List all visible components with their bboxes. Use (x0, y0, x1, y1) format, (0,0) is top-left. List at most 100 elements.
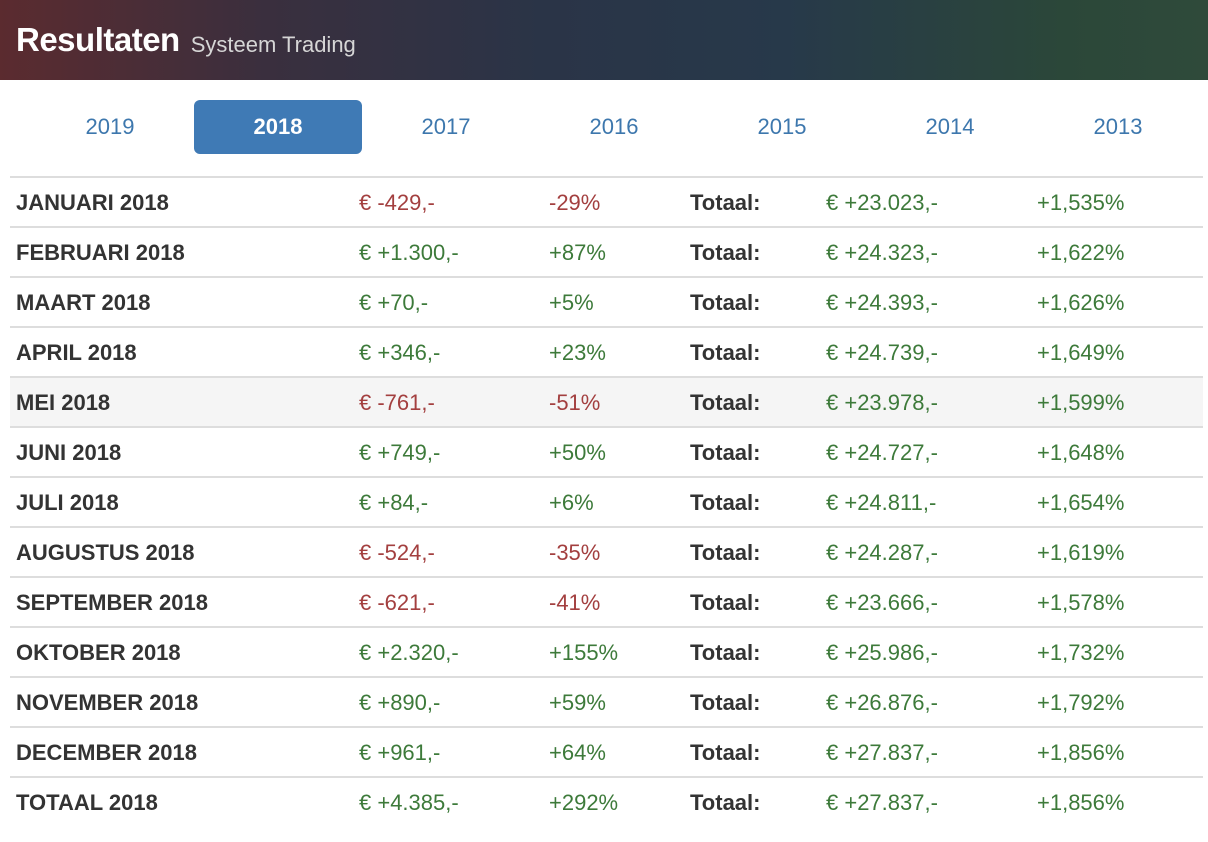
total-percentage: +1,535% (1037, 190, 1125, 215)
total-percentage: +1,648% (1037, 440, 1125, 465)
month-label: FEBRUARI 2018 (16, 240, 185, 265)
month-percentage: -51% (549, 390, 601, 415)
total-percentage: +1,654% (1037, 490, 1125, 515)
month-label: TOTAAL 2018 (16, 790, 158, 815)
month-amount: € +84,- (359, 490, 429, 515)
month-label: DECEMBER 2018 (16, 740, 197, 765)
month-amount: € -524,- (359, 540, 435, 565)
total-label: Totaal: (690, 490, 761, 515)
month-percentage: +292% (549, 790, 619, 815)
month-label: JUNI 2018 (16, 440, 122, 465)
total-amount: € +24.287,- (826, 540, 938, 565)
month-percentage: +5% (549, 290, 594, 315)
month-percentage: -41% (549, 590, 601, 615)
month-percentage: +59% (549, 690, 606, 715)
table-row: FEBRUARI 2018 € +1.300,- +87% Totaal: € +24.… (10, 226, 1203, 276)
page-header: Resultaten Systeem Trading (0, 0, 1208, 80)
total-label: Totaal: (690, 190, 761, 215)
month-label: MAART 2018 (16, 290, 151, 315)
total-label: Totaal: (690, 240, 761, 265)
total-label: Totaal: (690, 340, 761, 365)
total-amount: € +23.023,- (826, 190, 938, 215)
month-amount: € +70,- (359, 290, 429, 315)
page-title: Resultaten (16, 21, 180, 58)
month-label: OKTOBER 2018 (16, 640, 181, 665)
total-amount: € +24.393,- (826, 290, 938, 315)
total-amount: € +23.978,- (826, 390, 938, 415)
total-amount: € +23.666,- (826, 590, 938, 615)
tab-2015[interactable]: 2015 (757, 114, 807, 139)
table-row: TOTAAL 2018 € +4.385,- +292% Totaal: € +27.8… (10, 776, 1203, 826)
total-label: Totaal: (690, 590, 761, 615)
total-amount: € +24.323,- (826, 240, 938, 265)
month-amount: € +4.385,- (359, 790, 459, 815)
total-percentage: +1,622% (1037, 240, 1125, 265)
month-amount: € -761,- (359, 390, 435, 415)
total-label: Totaal: (690, 740, 761, 765)
table-row: APRIL 2018 € +346,- +23% Totaal: € +24.739,-… (10, 326, 1203, 376)
month-amount: € +1.300,- (359, 240, 459, 265)
month-amount: € -429,- (359, 190, 435, 215)
month-label: APRIL 2018 (16, 340, 137, 365)
total-percentage: +1,626% (1037, 290, 1125, 315)
table-row: DECEMBER 2018 € +961,- +64% Totaal: € +27.83… (10, 726, 1203, 776)
table-row: SEPTEMBER 2018 € -621,- -41% Totaal: € +23.6… (10, 576, 1203, 626)
month-amount: € +346,- (359, 340, 441, 365)
month-amount: € +961,- (359, 740, 441, 765)
month-label: NOVEMBER 2018 (16, 690, 199, 715)
year-tabs: 2019 2018 2017 2016 2015 2014 2013 (26, 100, 1202, 154)
tab-2019[interactable]: 2019 (85, 114, 135, 139)
table-row: MEI 2018 € -761,- -51% Totaal: € +23.978,- +1… (10, 376, 1203, 426)
month-label: JULI 2018 (16, 490, 119, 515)
total-percentage: +1,599% (1037, 390, 1125, 415)
month-label: SEPTEMBER 2018 (16, 590, 208, 615)
total-percentage: +1,619% (1037, 540, 1125, 565)
total-amount: € +27.837,- (826, 790, 938, 815)
month-percentage: -35% (549, 540, 601, 565)
total-amount: € +24.811,- (826, 490, 937, 515)
total-amount: € +25.986,- (826, 640, 938, 665)
total-label: Totaal: (690, 690, 761, 715)
page-subtitle: Systeem Trading (190, 31, 356, 57)
tab-2018[interactable]: 2018 (194, 100, 362, 154)
month-percentage: +6% (549, 490, 594, 515)
total-label: Totaal: (690, 790, 761, 815)
total-percentage: +1,856% (1037, 740, 1125, 765)
month-percentage: +155% (549, 640, 619, 665)
tab-2013[interactable]: 2013 (1093, 114, 1143, 139)
total-amount: € +26.876,- (826, 690, 938, 715)
total-label: Totaal: (690, 440, 761, 465)
table-row: AUGUSTUS 2018 € -524,- -35% Totaal: € +24.28… (10, 526, 1203, 576)
month-label: JANUARI 2018 (16, 190, 169, 215)
total-amount: € +24.739,- (826, 340, 938, 365)
month-label: AUGUSTUS 2018 (16, 540, 195, 565)
total-amount: € +27.837,- (826, 740, 938, 765)
month-amount: € +890,- (359, 690, 441, 715)
table-row: JANUARI 2018 € -429,- -29% Totaal: € +23.023… (10, 176, 1203, 226)
total-percentage: +1,578% (1037, 590, 1125, 615)
month-percentage: -29% (549, 190, 601, 215)
tab-2014[interactable]: 2014 (925, 114, 975, 139)
month-percentage: +64% (549, 740, 606, 765)
month-percentage: +87% (549, 240, 606, 265)
month-label: MEI 2018 (16, 390, 111, 415)
table-row: OKTOBER 2018 € +2.320,- +155% Totaal: € +25.… (10, 626, 1203, 676)
table-row: JULI 2018 € +84,- +6% Totaal: € +24.811,- +1,… (10, 476, 1203, 526)
table-row: JUNI 2018 € +749,- +50% Totaal: € +24.727,- +… (10, 426, 1203, 476)
tab-2016[interactable]: 2016 (589, 114, 639, 139)
month-amount: € +2.320,- (359, 640, 459, 665)
total-amount: € +24.727,- (826, 440, 938, 465)
month-amount: € +749,- (359, 440, 441, 465)
month-percentage: +23% (549, 340, 606, 365)
total-percentage: +1,856% (1037, 790, 1125, 815)
results-table: JANUARI 2018 € -429,- -29% Totaal: € +23.023… (10, 176, 1203, 826)
total-percentage: +1,732% (1037, 640, 1125, 665)
total-label: Totaal: (690, 390, 761, 415)
total-percentage: +1,649% (1037, 340, 1125, 365)
total-label: Totaal: (690, 290, 761, 315)
table-row: MAART 2018 € +70,- +5% Totaal: € +24.393,- +1… (10, 276, 1203, 326)
tab-2017[interactable]: 2017 (421, 114, 471, 139)
month-amount: € -621,- (359, 590, 435, 615)
total-percentage: +1,792% (1037, 690, 1125, 715)
total-label: Totaal: (690, 540, 761, 565)
